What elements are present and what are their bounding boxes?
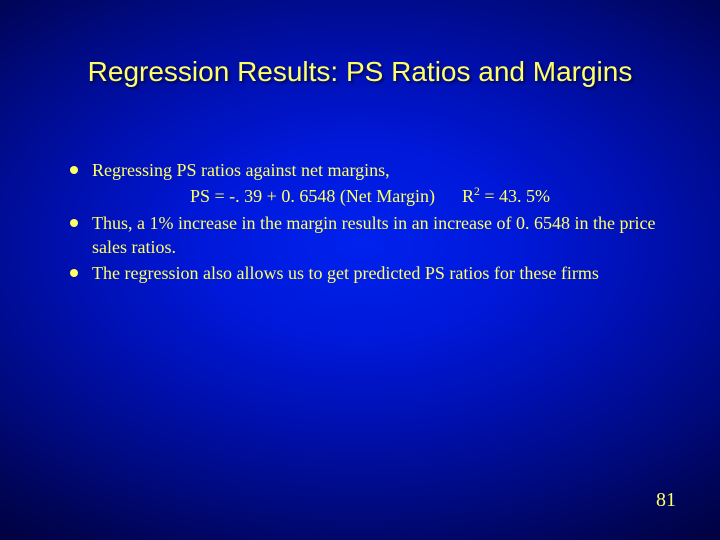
r2-prefix: R <box>462 186 474 206</box>
bullet-item: The regression also allows us to get pre… <box>70 261 660 285</box>
bullet-text: The regression also allows us to get pre… <box>92 261 660 285</box>
equation-line: PS = -. 39 + 0. 6548 (Net Margin) R2 = 4… <box>190 184 660 208</box>
bullet-icon <box>70 269 78 277</box>
bullet-item: Thus, a 1% increase in the margin result… <box>70 211 660 260</box>
r-squared: R2 = 43. 5% <box>462 184 550 208</box>
equation-text: PS = -. 39 + 0. 6548 (Net Margin) <box>190 186 435 206</box>
page-number: 81 <box>656 489 676 512</box>
slide: Regression Results: PS Ratios and Margin… <box>0 0 720 540</box>
slide-body: Regressing PS ratios against net margins… <box>70 158 660 287</box>
r2-suffix: = 43. 5% <box>480 186 550 206</box>
bullet-text: Thus, a 1% increase in the margin result… <box>92 211 660 260</box>
bullet-icon <box>70 219 78 227</box>
bullet-item: Regressing PS ratios against net margins… <box>70 158 660 182</box>
bullet-icon <box>70 166 78 174</box>
slide-title: Regression Results: PS Ratios and Margin… <box>0 56 720 88</box>
bullet-text: Regressing PS ratios against net margins… <box>92 158 660 182</box>
